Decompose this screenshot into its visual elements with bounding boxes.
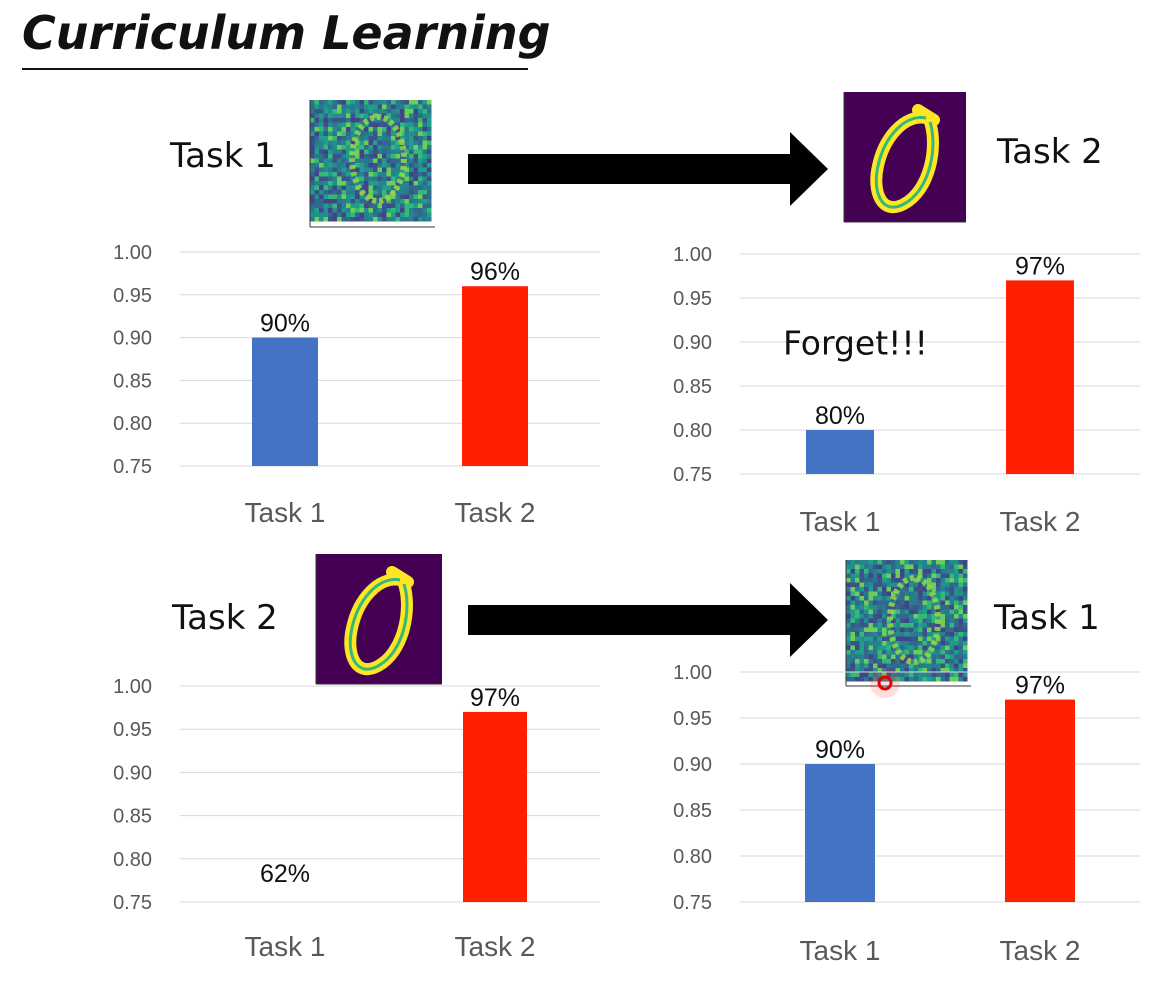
- forget-annotation: Forget!!!: [783, 323, 928, 362]
- bar-task-1: [252, 337, 318, 466]
- data-label: 62%: [260, 860, 310, 888]
- bar-task-2: [1006, 280, 1074, 474]
- bar-task-1: [805, 764, 875, 902]
- y-tick-label: 0.95: [673, 288, 712, 310]
- x-category-label: Task 1: [800, 935, 881, 966]
- bar-chart-bottom-right: 1.00 0.95 0.90 0.85 0.80 0.75 90% Task 1 97% Task…: [673, 662, 1140, 966]
- x-category-label: Task 2: [1000, 935, 1081, 966]
- x-category-label: Task 2: [455, 931, 536, 962]
- data-label: 80%: [815, 402, 865, 430]
- bar-task-2: [1005, 699, 1075, 902]
- cursor-highlight-icon: [870, 668, 900, 698]
- noisy-digit-image: [309, 100, 435, 228]
- bottom-right-task-label: Task 1: [994, 598, 1100, 638]
- y-tick-label: 0.80: [673, 846, 712, 868]
- faint-zero-stroke: [887, 575, 941, 665]
- bar-task-2: [462, 286, 528, 466]
- x-category-label: Task 2: [455, 497, 536, 528]
- data-label: 90%: [260, 310, 310, 338]
- zero-edge: [874, 116, 935, 209]
- page-title: Curriculum Learning: [22, 6, 551, 60]
- y-tick-label: 0.75: [113, 892, 152, 914]
- clean-digit-image: [843, 92, 966, 223]
- faint-zero-stroke: [349, 114, 407, 204]
- x-category-label: Task 2: [1000, 506, 1081, 537]
- bar-task-2: [463, 711, 527, 902]
- data-label: 96%: [470, 258, 520, 286]
- top-left-task-label: Task 1: [170, 136, 276, 176]
- y-tick-label: 0.85: [673, 376, 712, 398]
- top-right-task-label: Task 2: [997, 132, 1103, 172]
- data-label: 97%: [470, 684, 520, 712]
- noise-pixels: [310, 100, 432, 222]
- y-tick-label: 0.90: [113, 762, 152, 784]
- y-tick-label: 0.90: [673, 332, 712, 354]
- bottom-left-task-label: Task 2: [172, 598, 278, 638]
- y-tick-label: 1.00: [113, 676, 152, 698]
- y-tick-label: 0.95: [113, 719, 152, 741]
- bar-chart-bottom-left: 1.00 0.95 0.90 0.85 0.80 0.75 62% Task 1 97% Task…: [113, 676, 600, 962]
- bar-chart-top-right: 1.00 0.95 0.90 0.85 0.80 0.75 80% Task 1 97% Task…: [673, 244, 1140, 537]
- data-label: 97%: [1015, 252, 1065, 280]
- bar-chart-top-left: 1.00 0.95 0.90 0.85 0.80 0.75 90% Task 1 96% Task…: [113, 242, 600, 528]
- bar-task-1: [806, 430, 874, 474]
- y-tick-label: 0.75: [673, 892, 712, 914]
- right-arrow-icon: [468, 583, 828, 657]
- zero-edge: [348, 578, 409, 671]
- y-tick-label: 0.90: [113, 328, 152, 350]
- clean-digit-image: [315, 554, 442, 685]
- y-tick-label: 0.95: [673, 708, 712, 730]
- y-tick-label: 1.00: [673, 662, 712, 684]
- y-tick-label: 0.95: [113, 285, 152, 307]
- x-category-label: Task 1: [800, 506, 881, 537]
- title-underline: [22, 68, 528, 70]
- y-tick-label: 0.75: [113, 456, 152, 478]
- y-tick-label: 0.85: [673, 800, 712, 822]
- right-arrow-icon: [468, 132, 828, 206]
- y-tick-label: 0.80: [113, 413, 152, 435]
- y-tick-label: 0.85: [113, 370, 152, 392]
- y-tick-label: 0.85: [113, 806, 152, 828]
- y-tick-label: 0.75: [673, 464, 712, 486]
- x-category-label: Task 1: [245, 931, 326, 962]
- y-tick-label: 0.90: [673, 754, 712, 776]
- noisy-digit-image: [845, 560, 971, 687]
- noise-pixels: [846, 560, 968, 682]
- y-tick-label: 0.80: [673, 420, 712, 442]
- y-tick-label: 1.00: [113, 242, 152, 264]
- y-tick-label: 1.00: [673, 244, 712, 266]
- data-label: 97%: [1015, 672, 1065, 700]
- data-label: 90%: [815, 736, 865, 764]
- y-tick-label: 0.80: [113, 849, 152, 871]
- x-category-label: Task 1: [245, 497, 326, 528]
